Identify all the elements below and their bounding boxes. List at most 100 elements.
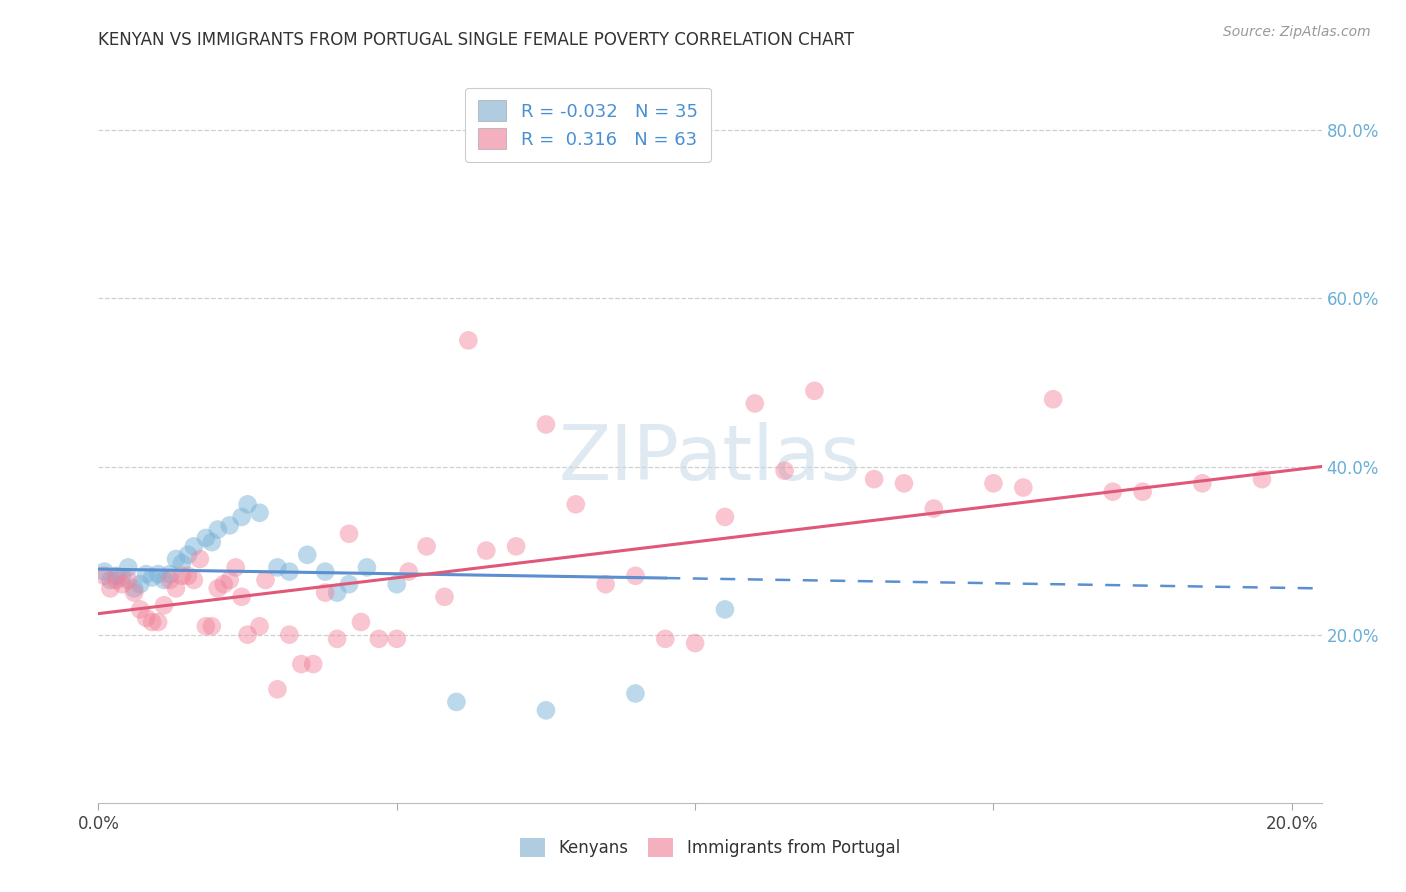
Point [803, 384, 825, 398]
Point [177, 548, 200, 562]
Point [105, 569, 128, 583]
Point [624, 686, 647, 700]
Point [129, 577, 152, 591]
Point [565, 497, 588, 511]
Text: Source: ZipAtlas.com: Source: ZipAtlas.com [1223, 25, 1371, 39]
Point [314, 585, 336, 599]
Point [714, 602, 737, 616]
Point [595, 577, 617, 591]
Legend: Kenyans, Immigrants from Portugal: Kenyans, Immigrants from Portugal [513, 831, 907, 864]
Point [183, 540, 205, 554]
Point [218, 518, 240, 533]
Point [159, 573, 181, 587]
Point [385, 577, 408, 591]
Point [326, 632, 349, 646]
Point [249, 506, 271, 520]
Point [111, 570, 134, 584]
Point [183, 573, 205, 587]
Point [236, 497, 259, 511]
Point [231, 510, 253, 524]
Point [212, 577, 235, 591]
Point [129, 602, 152, 616]
Point [218, 573, 240, 587]
Point [654, 632, 676, 646]
Point [863, 472, 886, 486]
Point [773, 464, 796, 478]
Point [194, 619, 217, 633]
Point [297, 548, 319, 562]
Point [415, 540, 437, 554]
Point [98, 582, 121, 596]
Point [475, 543, 498, 558]
Point [135, 567, 157, 582]
Point [314, 565, 336, 579]
Point [505, 540, 527, 554]
Point [624, 569, 647, 583]
Point [1251, 472, 1274, 486]
Point [278, 565, 301, 579]
Point [337, 577, 360, 591]
Point [98, 573, 121, 587]
Point [117, 573, 139, 587]
Point [433, 590, 456, 604]
Point [135, 611, 157, 625]
Point [93, 569, 115, 583]
Point [922, 501, 945, 516]
Point [165, 552, 187, 566]
Point [249, 619, 271, 633]
Point [207, 582, 229, 596]
Point [153, 573, 176, 587]
Point [893, 476, 915, 491]
Point [1042, 392, 1064, 407]
Point [165, 582, 187, 596]
Point [201, 535, 224, 549]
Point [153, 599, 176, 613]
Point [266, 682, 288, 697]
Point [350, 615, 373, 629]
Point [141, 570, 163, 584]
Point [159, 567, 181, 582]
Point [111, 577, 134, 591]
Point [93, 565, 115, 579]
Point [744, 396, 766, 410]
Point [194, 531, 217, 545]
Point [207, 523, 229, 537]
Point [1012, 481, 1035, 495]
Point [457, 334, 479, 348]
Point [170, 569, 193, 583]
Point [714, 510, 737, 524]
Point [337, 526, 360, 541]
Point [146, 615, 169, 629]
Point [385, 632, 408, 646]
Point [188, 552, 211, 566]
Point [1101, 484, 1123, 499]
Point [1191, 476, 1213, 491]
Point [146, 567, 169, 582]
Text: KENYAN VS IMMIGRANTS FROM PORTUGAL SINGLE FEMALE POVERTY CORRELATION CHART: KENYAN VS IMMIGRANTS FROM PORTUGAL SINGL… [98, 31, 855, 49]
Point [1132, 484, 1154, 499]
Point [278, 627, 301, 641]
Point [534, 703, 557, 717]
Point [683, 636, 706, 650]
Point [266, 560, 288, 574]
Point [367, 632, 389, 646]
Point [122, 582, 145, 596]
Point [105, 573, 128, 587]
Point [117, 560, 139, 574]
Point [326, 585, 349, 599]
Point [983, 476, 1005, 491]
Point [534, 417, 557, 432]
Point [201, 619, 224, 633]
Point [225, 560, 247, 574]
Point [236, 627, 259, 641]
Point [356, 560, 378, 574]
Point [446, 695, 468, 709]
Point [231, 590, 253, 604]
Point [177, 569, 200, 583]
Point [254, 573, 277, 587]
Text: ZIPatlas: ZIPatlas [558, 422, 862, 496]
Point [141, 615, 163, 629]
Point [302, 657, 325, 671]
Point [398, 565, 420, 579]
Point [122, 585, 145, 599]
